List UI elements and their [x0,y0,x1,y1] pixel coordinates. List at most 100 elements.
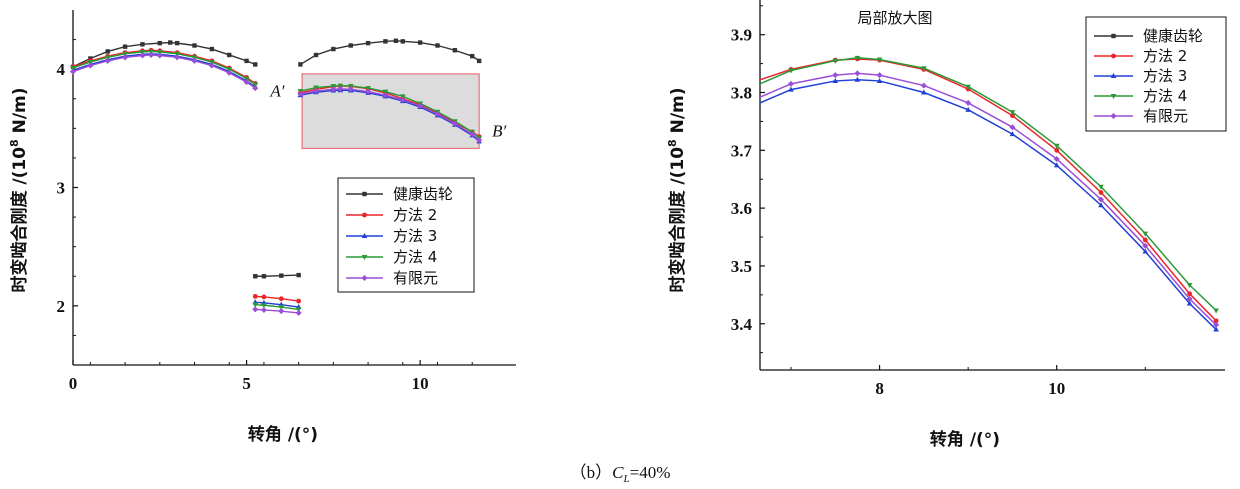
left-series-point [451,120,458,127]
left-series-point [331,46,336,52]
right-series-point [832,58,839,64]
right-series-point [1054,147,1060,153]
left-series-point [168,40,173,45]
left-series-point [313,88,320,95]
left-series-point [70,68,76,75]
left-series-point [452,48,458,53]
left-series-point [296,272,301,278]
left-series-point [347,86,354,93]
left-y-label-sup: 8 [8,139,21,147]
left-series-point [365,40,371,46]
right-ticks: 8 10 3.4 3.5 3.6 3.7 3.8 3.9 [731,5,1146,398]
left-series-point [226,67,233,73]
right-legend-label: 健康齿轮 [1143,27,1203,45]
right-legend-marker [1110,94,1117,99]
left-series-point [252,293,258,299]
left-series-line [255,308,299,314]
left-legend-marker [362,191,367,197]
right-y-label-unit: N/m) [668,87,688,139]
left-series-point [252,306,259,313]
left-series-line [255,295,299,302]
left-legend-label: 方法 4 [393,248,437,266]
left-legend-label: 方法 2 [393,206,437,224]
right-series-point [1098,190,1104,195]
right-x-tick-label: 8 [875,379,884,398]
left-series-point [278,296,284,302]
left-series-point [313,52,319,58]
left-y-tick-label: 4 [57,60,66,79]
left-series-point [157,40,162,46]
right-series-point [920,82,927,89]
left-legend-marker [361,255,368,260]
left-x-tick-label: 10 [412,374,429,393]
left-series-point [399,96,406,103]
caption-sub: L [622,473,629,485]
right-y-tick-label: 3.6 [731,199,752,218]
left-series-point [261,274,267,279]
left-series-point [243,76,250,82]
right-series-point [921,89,927,95]
left-y-tick-label: 3 [57,179,66,198]
right-series-point [1186,295,1193,302]
right-series-有限元 [759,70,1220,328]
left-series-point [87,60,94,66]
left-series-point [260,306,267,313]
left-series-point [104,55,111,61]
right-y-tick-label: 3.4 [731,315,753,334]
right-legend-marker [1110,73,1117,78]
right-y-tick-label: 3.9 [731,26,752,45]
left-series-point [140,42,145,47]
left-series-point [148,51,155,58]
left-series-point [295,307,302,313]
right-series-point [965,99,972,106]
right-y-label-sup: 8 [666,139,679,147]
right-series-point [1098,196,1104,203]
annotation-b-prime: B′ [492,122,506,141]
right-series-point [1213,326,1219,332]
right-series-point [1213,321,1220,328]
right-y-label-main: 时变啮合刚度 /(10 [667,147,688,293]
left-series-point [296,298,302,304]
right-series-point [854,55,861,61]
right-series-point [1142,248,1149,254]
right-legend-label: 有限元 [1143,107,1188,125]
left-series-point [174,51,180,57]
right-series-point [854,76,861,82]
left-series-point [253,62,258,67]
left-legend-marker [361,275,368,281]
right-series-方法3 [759,76,1219,332]
right-series-point [1213,308,1219,314]
left-series-point [192,43,197,48]
left-series-point [104,57,111,64]
right-series-point [854,70,861,77]
left-series-point [399,94,406,100]
right-series-方法4 [759,55,1219,314]
left-y-tick-label: 2 [57,297,66,316]
right-legend-marker [1110,113,1117,119]
right-series-point [1142,237,1148,243]
left-series-point [139,50,146,56]
right-series-point [921,66,927,72]
caption-var: C [612,463,624,482]
caption-prefix: （b） [570,463,613,482]
right-series-point [1142,242,1149,249]
right-series-point [788,86,794,92]
right-series-point [876,57,883,63]
left-series-point [348,43,353,48]
left-series-line [300,40,480,66]
left-x-axis-label: 转角 /(°) [248,424,318,445]
left-series-point [243,79,250,86]
left-series-line [255,274,299,277]
left-x-tick-label: 5 [242,374,251,393]
left-y-label-main: 时变啮合刚度 /(10 [9,147,30,293]
left-series-line [255,301,299,308]
left-series-point [297,91,304,98]
left-series-point [209,46,215,52]
left-series-point [226,69,233,76]
left-series-point [139,52,146,59]
left-y-label-unit: N/m) [10,87,30,139]
right-series-point [832,77,839,83]
